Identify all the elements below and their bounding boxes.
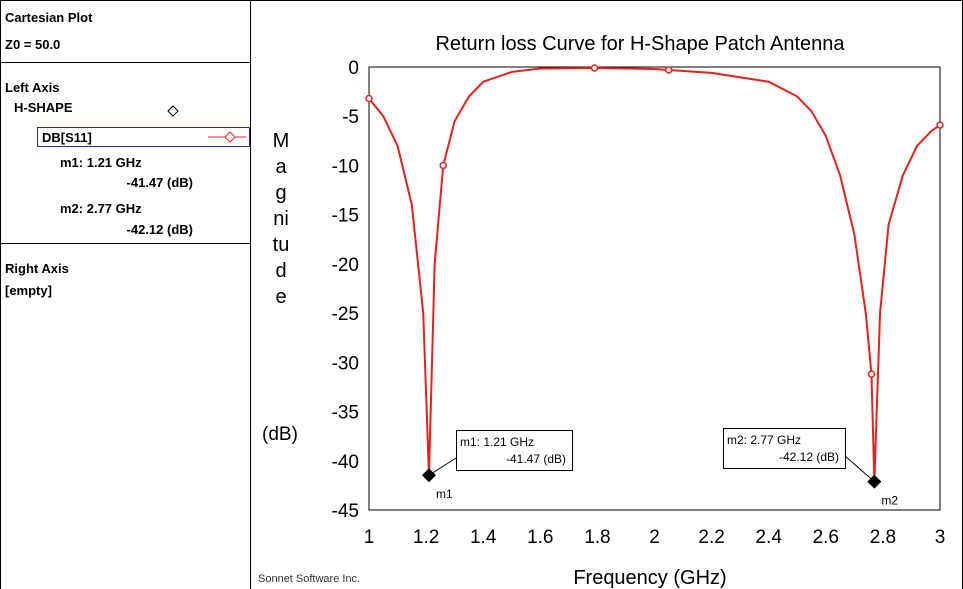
y-tick-label: -45 bbox=[332, 501, 359, 522]
marker-diamond bbox=[867, 474, 882, 489]
marker-diamond bbox=[421, 468, 436, 483]
footer: Sonnet Software Inc. bbox=[258, 573, 360, 585]
x-tick-label: 1 bbox=[364, 527, 375, 548]
y-tick-label: -15 bbox=[332, 206, 359, 227]
marker-box bbox=[456, 430, 573, 471]
marker-leader bbox=[428, 457, 457, 476]
panel-title: Cartesian Plot bbox=[5, 10, 93, 25]
y-tick-label: -30 bbox=[332, 353, 359, 374]
project-name: H-SHAPE bbox=[14, 100, 73, 115]
x-tick-label: 2.6 bbox=[813, 527, 839, 548]
x-tick-label: 1.8 bbox=[584, 527, 610, 548]
chart-title: Return loss Curve for H-Shape Patch Ante… bbox=[435, 33, 845, 55]
marker-box bbox=[723, 428, 846, 469]
right-axis-content: [empty] bbox=[5, 283, 52, 298]
right-axis-heading: Right Axis bbox=[5, 261, 69, 276]
x-tick-label: 1.2 bbox=[413, 527, 439, 548]
data-symbol bbox=[936, 121, 944, 129]
y-tick-label: -10 bbox=[332, 156, 359, 177]
x-tick-label: 2.2 bbox=[698, 527, 724, 548]
left-axis-heading: Left Axis bbox=[5, 80, 59, 95]
x-tick-label: 1.6 bbox=[527, 527, 553, 548]
y-axis-label: Magnitude bbox=[272, 130, 290, 308]
y-tick-label: -5 bbox=[342, 107, 359, 128]
panel-z0: Z0 = 50.0 bbox=[5, 37, 60, 52]
data-symbol bbox=[867, 370, 876, 378]
x-axis-label: Frequency (GHz) bbox=[573, 567, 726, 589]
marker-value: -41.47 (dB) bbox=[506, 452, 566, 466]
marker-leader bbox=[844, 455, 875, 483]
marker-label: m1: 1.21 GHz bbox=[460, 435, 534, 449]
trace-name: DB[S11] bbox=[42, 130, 92, 145]
trace-box[interactable] bbox=[37, 127, 250, 147]
data-symbol bbox=[590, 64, 599, 72]
y-tick-label: -20 bbox=[332, 255, 359, 276]
data-line bbox=[368, 66, 941, 482]
y-tick-label: 0 bbox=[348, 58, 359, 79]
legend-symbol bbox=[224, 131, 236, 143]
data-symbol bbox=[365, 94, 373, 103]
panel-marker-value: -42.12 (dB) bbox=[127, 222, 193, 237]
project-icon bbox=[167, 105, 179, 117]
data-symbol bbox=[665, 66, 673, 74]
y-tick-label: -25 bbox=[332, 304, 359, 325]
x-tick-label: 3 bbox=[935, 527, 946, 548]
x-tick-label: 2.4 bbox=[755, 527, 782, 548]
marker-name: m1 bbox=[436, 487, 453, 501]
panel-marker: m1: 1.21 GHz bbox=[60, 155, 142, 170]
y-tick-label: -35 bbox=[332, 403, 359, 424]
x-tick-label: 2 bbox=[649, 527, 660, 548]
marker-value: -42.12 (dB) bbox=[779, 450, 839, 464]
x-tick-label: 2.8 bbox=[870, 527, 896, 548]
y-tick-label: -40 bbox=[332, 452, 359, 473]
plot-frame bbox=[368, 66, 941, 511]
marker-label: m2: 2.77 GHz bbox=[727, 433, 801, 447]
panel-marker: m2: 2.77 GHz bbox=[60, 201, 142, 216]
panel-marker-value: -41.47 (dB) bbox=[127, 175, 193, 190]
marker-name: m2 bbox=[881, 494, 898, 508]
y-axis-unit: (dB) bbox=[262, 424, 298, 445]
data-symbol bbox=[439, 161, 447, 170]
x-tick-label: 1.4 bbox=[470, 527, 497, 548]
